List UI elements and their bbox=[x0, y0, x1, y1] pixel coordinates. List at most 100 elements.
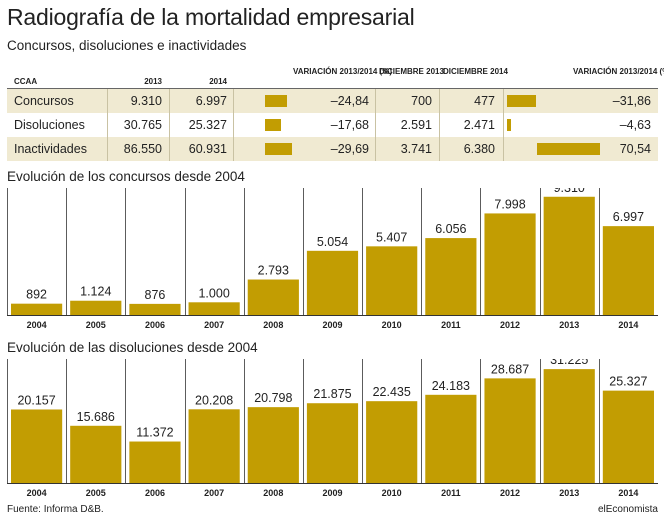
column-divider bbox=[107, 89, 108, 113]
data-label: 1.000 bbox=[198, 286, 229, 300]
publisher-logo: elEconomista bbox=[597, 504, 658, 515]
column-divider bbox=[107, 113, 108, 137]
column-divider bbox=[169, 137, 170, 161]
bar bbox=[188, 302, 240, 315]
column-divider bbox=[503, 137, 504, 161]
column-divider bbox=[503, 113, 504, 137]
cell-variation-dic: –4,63 bbox=[619, 118, 651, 132]
column-divider bbox=[233, 137, 234, 161]
data-label: 21.875 bbox=[313, 387, 351, 401]
column-divider bbox=[107, 137, 108, 161]
column-divider bbox=[439, 89, 440, 113]
x-tick-label: 2006 bbox=[145, 488, 165, 498]
cell-dic-2014: 477 bbox=[474, 94, 495, 108]
bar bbox=[70, 425, 122, 483]
row-label: Concursos bbox=[14, 94, 74, 108]
x-tick-label: 2008 bbox=[263, 320, 283, 330]
x-tick-label: 2004 bbox=[27, 320, 47, 330]
source-note: Fuente: Informa D&B. bbox=[7, 504, 104, 515]
variation-bar bbox=[507, 95, 536, 107]
chart-title-concursos: Evolución de los concursos desde 2004 bbox=[7, 169, 245, 184]
x-tick-label: 2010 bbox=[382, 320, 402, 330]
data-label: 20.208 bbox=[195, 393, 233, 407]
table-row: Concursos 9.310 6.997 –24,84 700 477 –31… bbox=[7, 89, 658, 113]
bar bbox=[247, 407, 299, 483]
bar bbox=[306, 250, 359, 315]
data-label: 28.687 bbox=[491, 362, 529, 376]
data-label: 31.225 bbox=[550, 359, 588, 367]
bar bbox=[602, 390, 654, 483]
chart-title-disoluciones: Evolución de las disoluciones desde 2004 bbox=[7, 340, 258, 355]
cell-dic-2013: 700 bbox=[411, 94, 432, 108]
data-label: 2.793 bbox=[258, 264, 289, 278]
bar bbox=[484, 378, 536, 483]
cell-2013: 30.765 bbox=[123, 118, 162, 132]
column-header-diciembre-2013: DICIEMBRE 2013 bbox=[379, 67, 444, 76]
bar bbox=[484, 213, 536, 315]
table-header-divider bbox=[7, 88, 658, 89]
cell-dic-2014: 6.380 bbox=[463, 142, 495, 156]
cell-variation-year: –17,68 bbox=[330, 118, 369, 132]
data-label: 892 bbox=[26, 288, 47, 302]
bar bbox=[11, 303, 63, 315]
column-divider bbox=[503, 89, 504, 113]
data-label: 5.407 bbox=[376, 230, 407, 244]
data-label: 24.183 bbox=[432, 379, 470, 393]
cell-dic-2013: 2.591 bbox=[400, 118, 432, 132]
table-row: Inactividades 86.550 60.931 –29,69 3.741… bbox=[7, 137, 658, 161]
x-tick-label: 2009 bbox=[322, 488, 342, 498]
bar bbox=[247, 279, 299, 315]
column-divider bbox=[233, 113, 234, 137]
row-label: Inactividades bbox=[14, 142, 87, 156]
column-divider bbox=[439, 137, 440, 161]
x-tick-label: 2012 bbox=[500, 488, 520, 498]
column-header-2014: 2014 bbox=[209, 77, 227, 86]
cell-variation-dic: 70,54 bbox=[619, 142, 651, 156]
cell-variation-year: –24,84 bbox=[330, 94, 369, 108]
x-tick-label: 2014 bbox=[618, 320, 638, 330]
bar-chart-concursos: 892 2004 1.124 2005 876 2006 1.000 2007 2.793 200… bbox=[7, 188, 658, 334]
x-tick-label: 2013 bbox=[559, 488, 579, 498]
data-label: 25.327 bbox=[609, 375, 647, 389]
bar bbox=[602, 226, 654, 315]
data-label: 876 bbox=[145, 288, 166, 302]
column-header-ccaa: CCAA bbox=[14, 77, 38, 86]
cell-2014: 25.327 bbox=[188, 118, 227, 132]
cell-variation-dic: –31,86 bbox=[612, 94, 651, 108]
cell-dic-2013: 3.741 bbox=[400, 142, 432, 156]
column-divider bbox=[375, 89, 376, 113]
x-tick-label: 2011 bbox=[441, 320, 461, 330]
data-label: 22.435 bbox=[373, 385, 411, 399]
x-tick-label: 2004 bbox=[27, 488, 47, 498]
x-tick-label: 2007 bbox=[204, 488, 224, 498]
bar bbox=[306, 403, 359, 483]
x-tick-label: 2011 bbox=[441, 488, 461, 498]
bar bbox=[543, 196, 595, 315]
column-header-2013: 2013 bbox=[144, 77, 162, 86]
variation-bar bbox=[537, 143, 601, 155]
data-label: 7.998 bbox=[494, 197, 525, 211]
cell-2014: 60.931 bbox=[188, 142, 227, 156]
bar bbox=[543, 369, 595, 483]
bar bbox=[129, 441, 181, 483]
x-tick-label: 2013 bbox=[559, 320, 579, 330]
variation-bar bbox=[507, 119, 512, 131]
bar bbox=[70, 300, 122, 315]
x-tick-label: 2005 bbox=[86, 320, 106, 330]
row-label: Disoluciones bbox=[14, 118, 85, 132]
column-divider bbox=[375, 137, 376, 161]
bar bbox=[425, 394, 477, 483]
cell-2013: 9.310 bbox=[130, 94, 162, 108]
column-header-variacion-anual: VARIACIÓN 2013/2014 (%) bbox=[293, 67, 392, 76]
x-tick-label: 2005 bbox=[86, 488, 106, 498]
summary-table: CCAA 2013 2014 VARIACIÓN 2013/2014 (%) D… bbox=[7, 64, 664, 161]
page-subtitle: Concursos, disoluciones e inactividades bbox=[7, 38, 247, 53]
cell-2013: 86.550 bbox=[123, 142, 162, 156]
column-header-variacion-diciembre: VARIACIÓN 2013/2014 (%) bbox=[573, 67, 664, 76]
bar bbox=[366, 246, 418, 315]
cell-2014: 6.997 bbox=[195, 94, 227, 108]
x-tick-label: 2012 bbox=[500, 320, 520, 330]
data-label: 6.056 bbox=[435, 222, 466, 236]
x-tick-label: 2008 bbox=[263, 488, 283, 498]
table-row: Disoluciones 30.765 25.327 –17,68 2.591 … bbox=[7, 113, 658, 137]
